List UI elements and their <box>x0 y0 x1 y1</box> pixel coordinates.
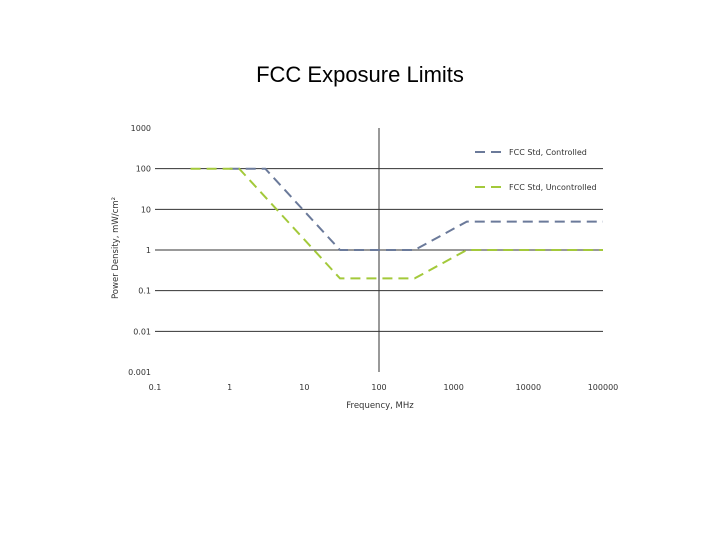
y-tick-label: 1000 <box>131 124 151 133</box>
y-tick-label: 0.1 <box>138 287 151 296</box>
x-tick-label: 10000 <box>516 383 541 392</box>
x-tick-label: 100 <box>371 383 386 392</box>
x-tick-label: 100000 <box>588 383 619 392</box>
y-tick-label: 1 <box>146 246 151 255</box>
legend-label: FCC Std, Controlled <box>509 148 587 157</box>
legend-label: FCC Std, Uncontrolled <box>509 183 597 192</box>
y-tick-label: 10 <box>141 205 151 214</box>
series-lines <box>190 167 603 280</box>
y-axis-label: Power Density, mW/cm² <box>111 197 121 299</box>
tick-labels: 1000 100 10 1 0.1 0.01 0.001 0.1 1 10 100 1000 10000… <box>128 124 618 392</box>
series-line-controlled <box>229 167 603 251</box>
page-title: FCC Exposure Limits <box>256 62 464 87</box>
y-tick-label: 100 <box>136 165 151 174</box>
series-line-uncontrolled <box>190 167 603 280</box>
x-tick-label: 0.1 <box>149 383 162 392</box>
x-tick-label: 10 <box>299 383 309 392</box>
legend: FCC Std, Controlled FCC Std, Uncontrolled <box>475 148 597 192</box>
y-tick-label: 0.001 <box>128 368 151 377</box>
x-tick-label: 1000 <box>443 383 463 392</box>
x-axis-label: Frequency, MHz <box>346 401 414 411</box>
x-tick-label: 1 <box>227 383 232 392</box>
y-tick-label: 0.01 <box>133 327 151 336</box>
